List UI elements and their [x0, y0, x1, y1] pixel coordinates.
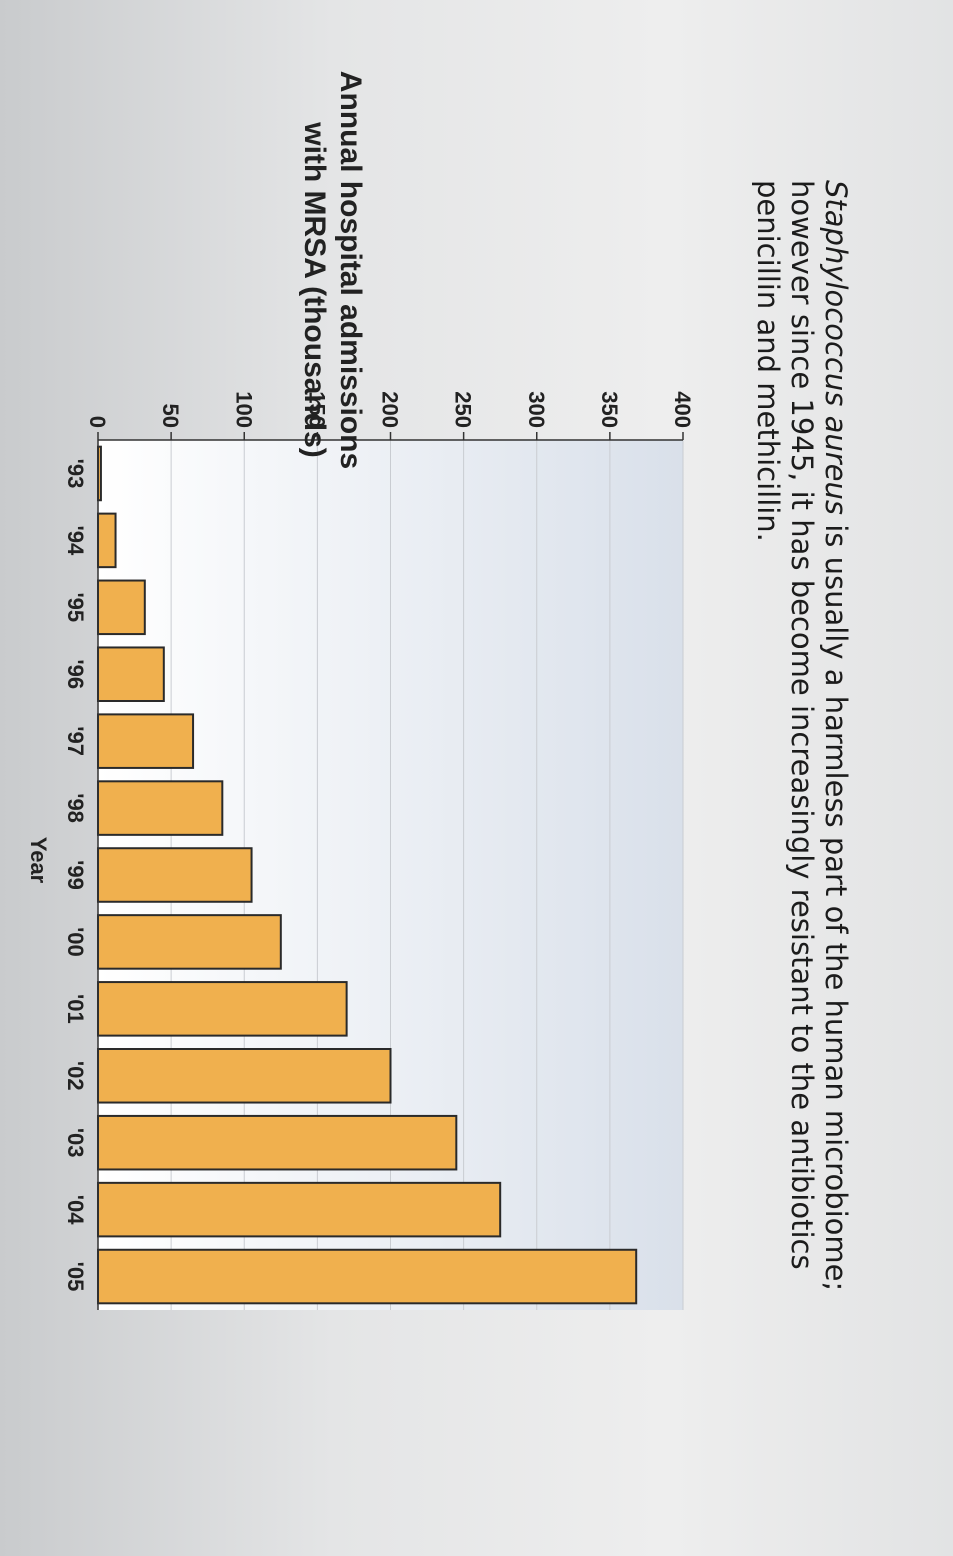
y-axis: 0 50 100 150 200 250 300 350 400: [85, 391, 695, 441]
x-axis: '93 '94 '95 '96 '97 '98 '99 '00 '01 '02 '03 '04 '05: [63, 440, 99, 1310]
x-axis-title: Year: [26, 837, 51, 884]
x-tick-label-6: '99: [63, 860, 88, 890]
x-tick-label-2: '95: [63, 592, 88, 622]
y-tick-label-150: 150: [304, 391, 329, 428]
x-tick-label-11: '04: [63, 1195, 88, 1225]
x-tick-label-0: '93: [63, 459, 88, 489]
bars: [96, 445, 638, 1305]
bar-2: [96, 579, 146, 636]
bar-8: [97, 981, 348, 1037]
x-tick-label-9: '02: [63, 1061, 88, 1091]
x-tick-label-8: '01: [63, 994, 88, 1024]
bar-6: [97, 847, 253, 903]
bar-10: [97, 1114, 458, 1171]
y-tick-label-300: 300: [524, 391, 549, 428]
y-tick-label-100: 100: [231, 391, 256, 428]
x-tick-label-10: '03: [63, 1128, 88, 1158]
bar-4: [97, 713, 195, 769]
bar-7: [97, 914, 282, 970]
x-tick-label-5: '98: [63, 793, 88, 823]
y-tick-label-250: 250: [451, 391, 476, 428]
x-tick-label-4: '97: [63, 726, 88, 756]
bar-11: [97, 1181, 502, 1238]
y-tick-label-350: 350: [597, 391, 622, 428]
x-tick-label-3: '96: [63, 659, 88, 689]
bar-12: [97, 1248, 638, 1305]
x-tick-label-7: '00: [63, 927, 88, 957]
bar-9: [97, 1048, 392, 1104]
x-tick-label-1: '94: [63, 526, 88, 556]
x-tick-label-12: '05: [63, 1262, 88, 1292]
bar-1: [96, 512, 117, 569]
y-axis-title-line2: with MRSA (thousands): [298, 121, 331, 458]
y-tick-label-0: 0: [85, 416, 110, 428]
bar-5: [97, 780, 224, 836]
y-tick-label-200: 200: [378, 391, 403, 428]
y-axis-title-line1: Annual hospital admissions: [334, 71, 367, 469]
bar-3: [97, 646, 165, 703]
y-tick-label-50: 50: [158, 404, 183, 428]
y-tick-label-400: 400: [670, 391, 695, 428]
